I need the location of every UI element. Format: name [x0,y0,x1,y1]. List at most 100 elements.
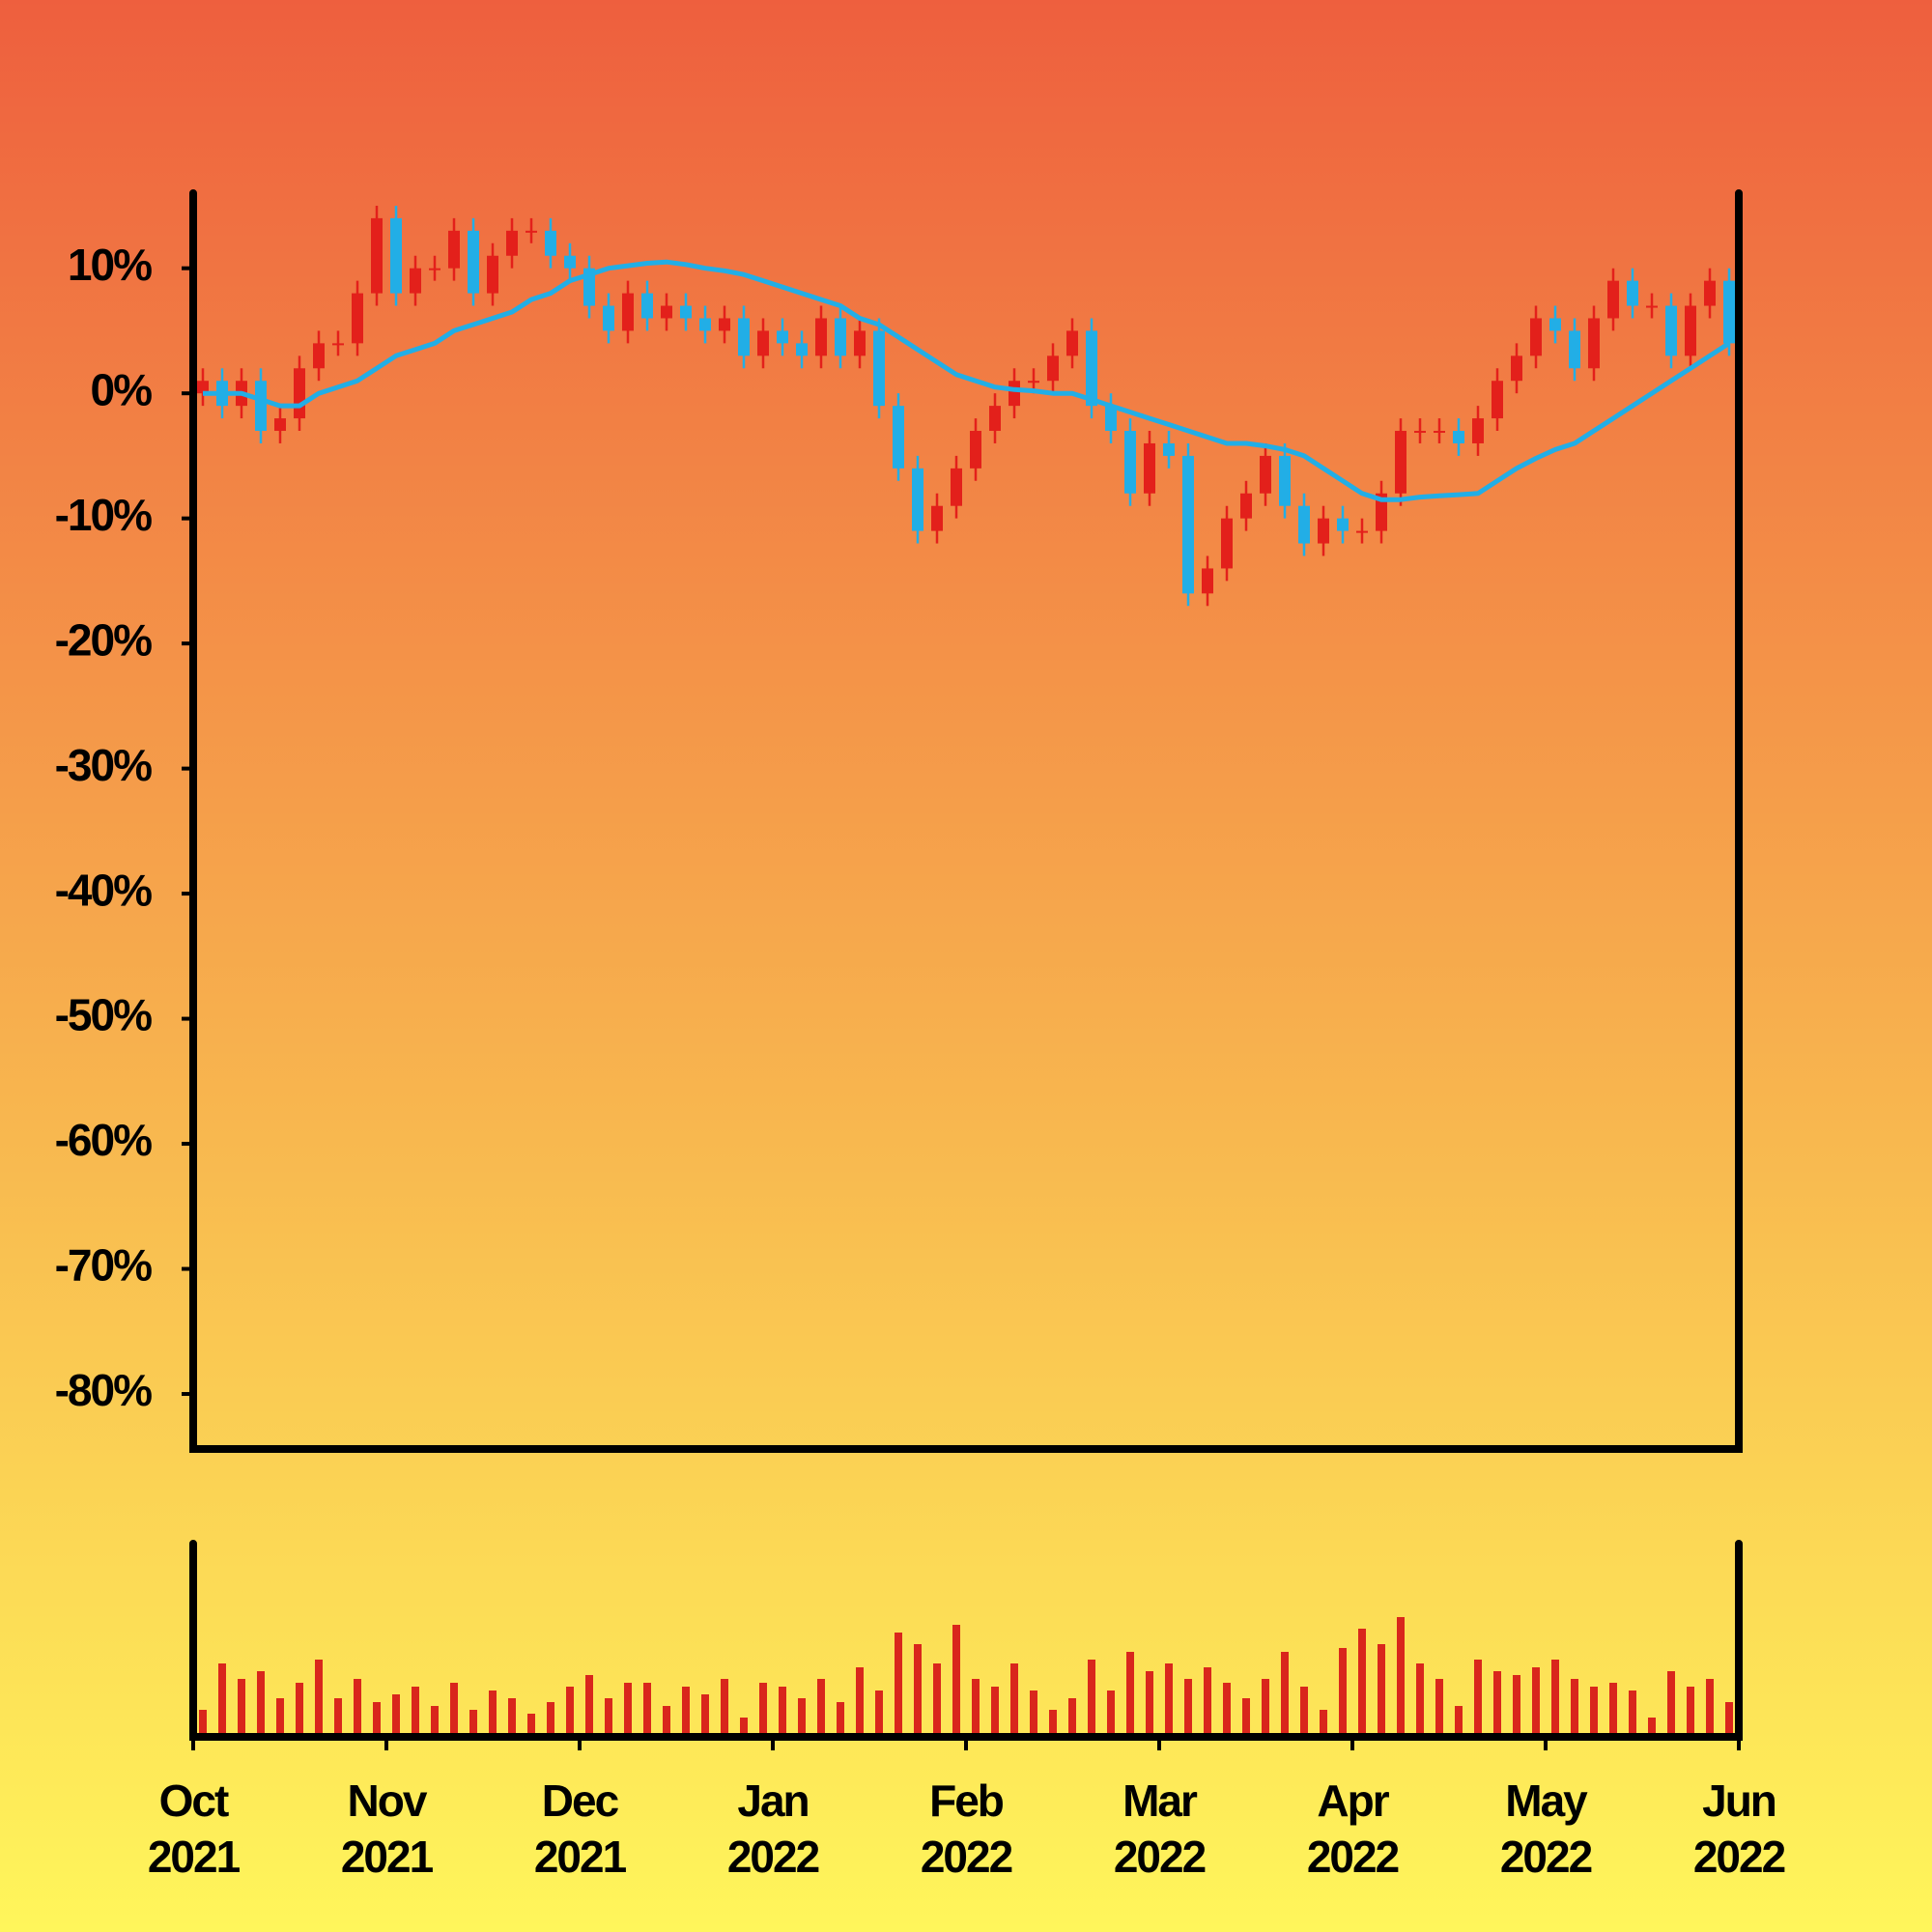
x-tick-label: 2022 [727,1832,819,1882]
candle-body [1414,431,1426,434]
volume-bar [914,1644,922,1737]
volume-bar [1320,1710,1327,1737]
x-tick-label: Apr [1317,1776,1389,1826]
candle-body [1182,455,1194,594]
volume-bar [276,1698,284,1737]
volume-bar [991,1687,999,1737]
x-tick-label: Feb [929,1776,1004,1826]
volume-bar [1435,1679,1443,1737]
y-tick-label: -80% [55,1365,152,1415]
candle-body [796,343,808,356]
candle-body [1066,330,1078,356]
candle-body [719,318,730,331]
y-tick-label: -40% [55,865,152,915]
candle-body [197,381,209,394]
volume-bar [624,1683,632,1737]
volume-bar [218,1663,226,1737]
x-tick-label: 2022 [1114,1832,1206,1882]
price-frame [189,189,1743,1453]
candle-body [1492,381,1503,419]
volume-bar [508,1698,516,1737]
volume-bar [1378,1644,1385,1737]
volume-bar [199,1710,207,1737]
volume-bar [431,1706,439,1737]
volume-bar [721,1679,728,1737]
volume-bar [1339,1648,1347,1737]
candle-body [1511,355,1522,382]
volume-bar [895,1633,902,1737]
candle-body [332,343,344,346]
volume-bar [1474,1660,1482,1737]
candle-body [661,305,672,319]
volume-bar [1107,1690,1115,1737]
candle-body [1569,330,1580,369]
candle-body [680,305,692,319]
volume-bar [1049,1710,1057,1737]
volume-bar [1126,1652,1134,1737]
volume-bar [1667,1671,1675,1737]
candle-body [371,217,383,294]
volume-bar [1146,1671,1153,1737]
volume-bar [527,1714,535,1737]
candle-body [1549,318,1561,331]
volume-bar [779,1687,786,1737]
candle-body [970,431,981,469]
volume-bar [1068,1698,1076,1737]
candle-body [1376,493,1387,531]
candle-body [526,230,537,233]
volume-bar [566,1687,574,1737]
candle-body [1723,280,1735,344]
volume-bar [1204,1667,1211,1737]
candle-body [815,318,827,356]
volume-bar [1010,1663,1018,1737]
candle-body [1028,381,1039,384]
candle-body [893,406,904,469]
volume-bar [354,1679,361,1737]
volume-bar [875,1690,883,1737]
volume-bar [643,1683,651,1737]
volume-bar [296,1683,303,1737]
volume-bar [1184,1679,1192,1737]
x-tick-label: 2021 [534,1832,627,1882]
volume-bar [663,1706,670,1737]
candle-body [1318,518,1329,544]
volume-bar [238,1679,245,1737]
x-tick-label: 2022 [1307,1832,1399,1882]
volume-bar [1513,1675,1520,1737]
candle-body [1337,518,1349,531]
candle-body [1607,280,1619,319]
candle-body [1047,355,1059,382]
volume-bar [373,1702,381,1737]
volume-bar [1455,1706,1463,1737]
candle-body [1704,280,1716,306]
candle-body [1009,381,1020,407]
volume-bar [334,1698,342,1737]
volume-bar [412,1687,419,1737]
volume-bar [1590,1687,1598,1737]
volume-bar [1088,1660,1095,1737]
volume-bar [469,1710,477,1737]
volume-bar [1223,1683,1231,1737]
candle-body [835,318,846,356]
volume-bar [798,1698,806,1737]
y-tick-label: -60% [55,1115,152,1165]
x-tick-label: 2022 [921,1832,1012,1882]
candle-body [294,368,305,419]
candle-body [1279,455,1291,506]
x-tick-label: May [1505,1776,1588,1826]
candle-body [1356,530,1368,533]
candle-body [603,305,614,331]
candle-body [1221,518,1233,569]
volume-bar [1165,1663,1173,1737]
candle-body [1627,280,1638,306]
volume-bar [1416,1663,1424,1737]
x-tick-label: 2022 [1500,1832,1592,1882]
volume-bar [1281,1652,1289,1737]
volume-bar [1706,1679,1714,1737]
candle-body [1105,406,1117,432]
candle-body [989,406,1001,432]
candle-body [1453,431,1464,443]
x-tick-label: 2021 [148,1832,241,1882]
x-tick-label: Jun [1702,1776,1776,1826]
